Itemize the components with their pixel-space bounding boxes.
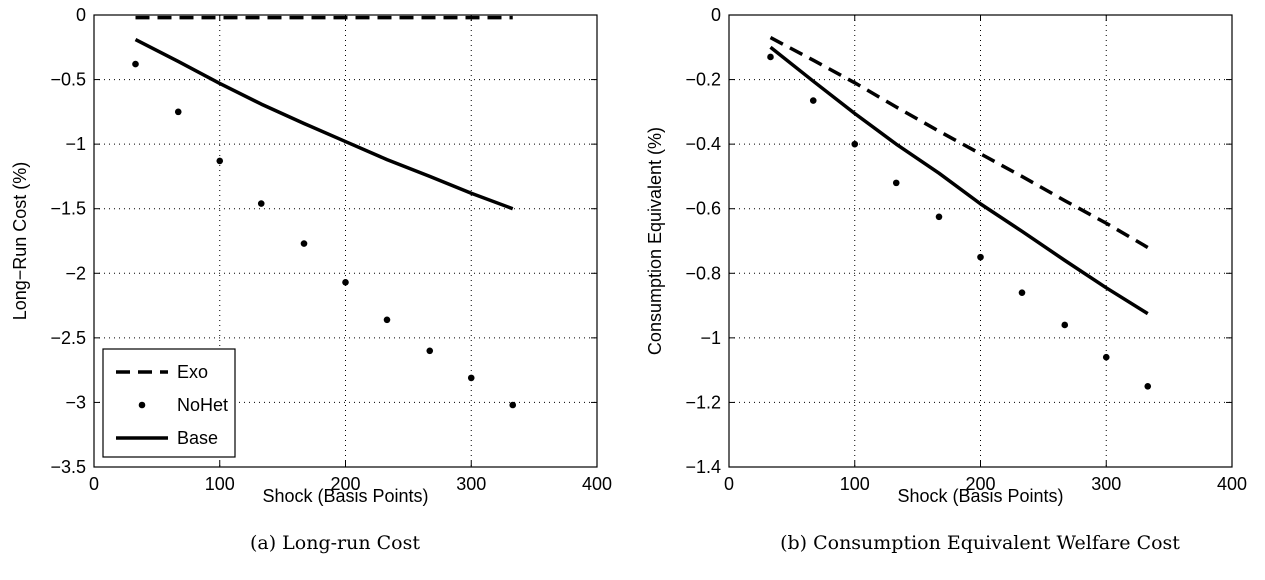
x-tick-label: 100 <box>840 474 870 494</box>
y-tick-label: −3.5 <box>50 457 86 477</box>
y-tick-label: −1.4 <box>685 457 721 477</box>
series-base-line <box>769 45 1149 316</box>
y-tick-label: −0.8 <box>685 263 721 283</box>
figure-caption: (b) Consumption Equivalent Welfare Cost <box>780 532 1180 554</box>
y-tick-label: −0.4 <box>685 134 721 154</box>
legend-exo-label: Exo <box>177 362 208 382</box>
y-tick-label: −1 <box>700 328 721 348</box>
legend-nohet-label: NoHet <box>177 395 228 415</box>
series-nohet-point <box>809 97 817 104</box>
series-nohet-point <box>1144 382 1152 390</box>
series-nohet-point <box>383 316 391 324</box>
series-base-line <box>134 37 514 211</box>
x-axis-label: Shock (Basis Points) <box>897 486 1063 506</box>
series-nohet-point <box>1102 353 1110 361</box>
series-nohet-point <box>342 279 349 286</box>
series-nohet-point <box>426 347 434 355</box>
series-nohet-point <box>132 60 139 68</box>
figure-caption: (a) Long-run Cost <box>250 532 420 554</box>
x-axis-label: Shock (Basis Points) <box>262 486 428 506</box>
x-tick-label: 300 <box>456 474 486 494</box>
series-nohet-point <box>509 401 517 409</box>
series-nohet-point <box>851 140 859 148</box>
series-exo-line <box>769 36 1149 249</box>
series-nohet-point <box>935 213 943 221</box>
series-nohet-point <box>216 157 224 165</box>
series-nohet-point <box>767 53 774 61</box>
series-nohet-point <box>467 374 475 382</box>
x-tick-label: 0 <box>89 474 99 494</box>
series-nohet-point <box>174 108 182 116</box>
x-tick-label: 100 <box>205 474 235 494</box>
series-nohet-point <box>1061 321 1069 329</box>
panel-consumption-equivalent: 0 100 200 300 400 0 −0.2 −0.4 −0.6 −0.8 −1 −1.2 −1.4… <box>645 5 1247 554</box>
series-nohet-point <box>892 179 900 187</box>
x-tick-label: 0 <box>724 474 734 494</box>
y-tick-label: −0.2 <box>685 70 721 90</box>
y-tick-label: −0.5 <box>50 70 86 90</box>
x-tick-label: 400 <box>582 474 612 494</box>
series-nohet-point <box>977 253 984 261</box>
legend-base-label: Base <box>177 428 218 448</box>
panel-long-run-cost: 0 100 200 300 400 0 −0.5 −1 −1.5 −2 −2.5 −3 −3.5 Shoc… <box>10 5 612 554</box>
x-tick-label: 400 <box>1217 474 1247 494</box>
y-tick-label: −2.5 <box>50 328 86 348</box>
y-axis-label: Consumption Equivalent (%) <box>645 127 665 355</box>
series-nohet-point <box>1018 289 1026 296</box>
y-tick-label: −0.6 <box>685 199 721 219</box>
y-tick-label: 0 <box>711 5 721 25</box>
series-nohet-point <box>300 240 308 247</box>
y-tick-label: 0 <box>76 5 86 25</box>
y-tick-label: −1.2 <box>685 392 721 412</box>
y-tick-label: −1.5 <box>50 199 86 219</box>
x-tick-label: 300 <box>1091 474 1121 494</box>
y-axis-label: Long−Run Cost (%) <box>10 162 30 321</box>
series-nohet-point <box>257 200 265 207</box>
y-tick-label: −2 <box>65 263 86 283</box>
y-tick-label: −1 <box>65 134 86 154</box>
y-tick-label: −3 <box>65 392 86 412</box>
x-tick-label: 200 <box>330 474 360 494</box>
x-tick-label: 200 <box>965 474 995 494</box>
legend-nohet-marker <box>138 401 146 409</box>
